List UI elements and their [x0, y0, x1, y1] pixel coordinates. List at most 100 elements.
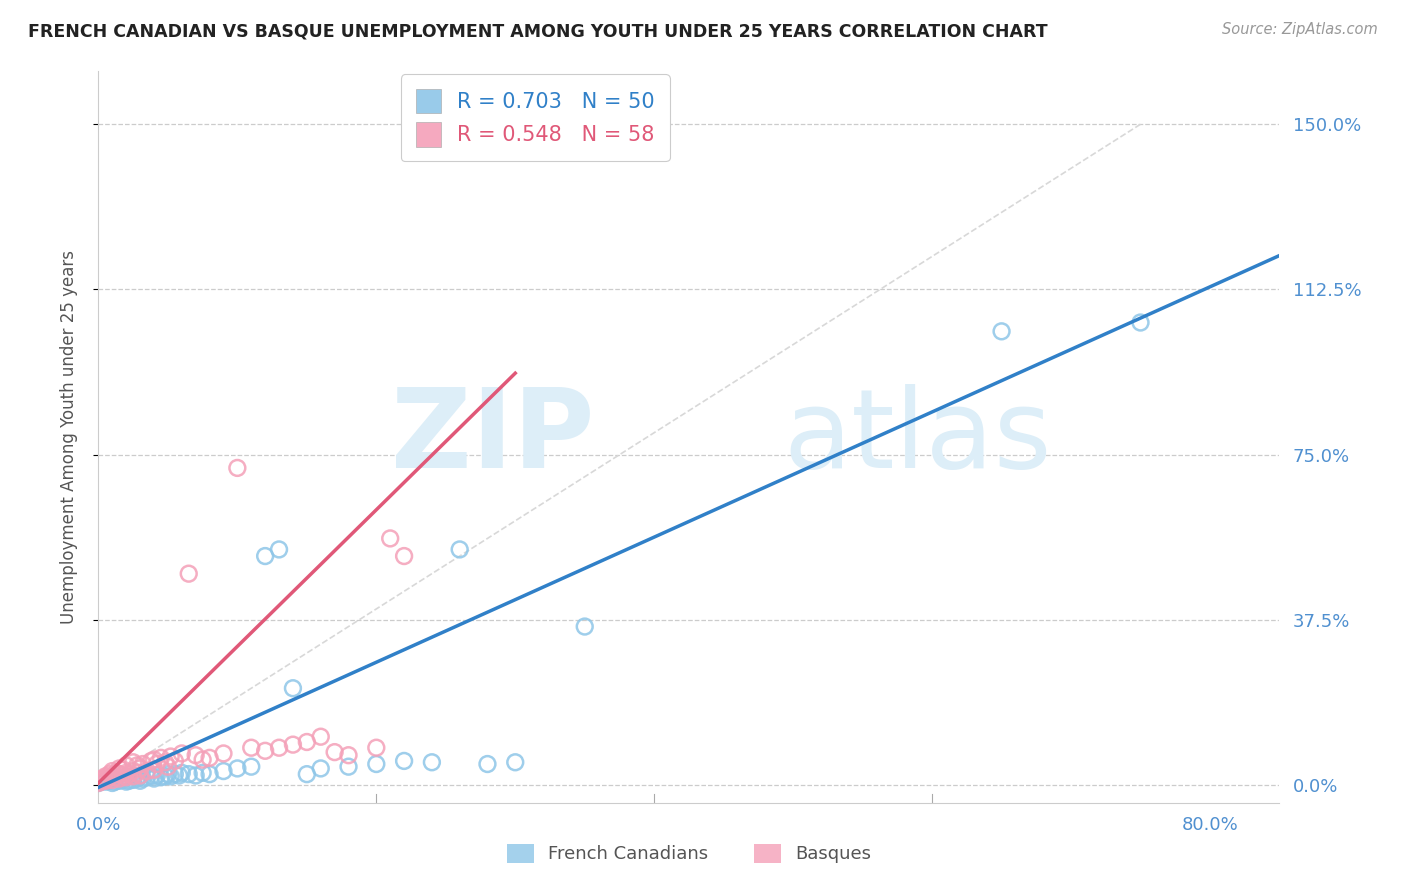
- Point: [254, 549, 277, 563]
- Point: [281, 681, 304, 696]
- Text: ZIP: ZIP: [391, 384, 595, 491]
- Point: [122, 772, 145, 787]
- Point: [122, 769, 145, 783]
- Point: [309, 761, 332, 775]
- Point: [159, 769, 181, 783]
- Text: FRENCH CANADIAN VS BASQUE UNEMPLOYMENT AMONG YOUTH UNDER 25 YEARS CORRELATION CH: FRENCH CANADIAN VS BASQUE UNEMPLOYMENT A…: [28, 22, 1047, 40]
- Point: [153, 756, 176, 770]
- Point: [226, 461, 249, 475]
- Point: [115, 774, 138, 789]
- Point: [118, 773, 141, 788]
- Point: [132, 757, 155, 772]
- Point: [136, 764, 159, 778]
- Point: [101, 772, 124, 786]
- Point: [156, 759, 179, 773]
- Point: [94, 773, 117, 788]
- Point: [990, 324, 1012, 338]
- Point: [177, 566, 200, 581]
- Point: [149, 770, 172, 784]
- Point: [104, 770, 127, 784]
- Point: [392, 549, 415, 563]
- Point: [167, 768, 190, 782]
- Point: [108, 773, 131, 788]
- Point: [94, 769, 117, 783]
- Point: [366, 740, 388, 755]
- Point: [281, 738, 304, 752]
- Point: [129, 761, 152, 775]
- Point: [191, 765, 214, 780]
- Point: [198, 751, 221, 765]
- Point: [149, 751, 172, 765]
- Point: [129, 768, 152, 782]
- Point: [146, 768, 169, 782]
- Point: [127, 758, 149, 772]
- Y-axis label: Unemployment Among Youth under 25 years: Unemployment Among Youth under 25 years: [59, 250, 77, 624]
- Point: [323, 745, 346, 759]
- Point: [115, 758, 138, 772]
- Point: [159, 749, 181, 764]
- Point: [1129, 316, 1152, 330]
- Point: [153, 769, 176, 783]
- Point: [240, 740, 263, 755]
- Point: [101, 764, 124, 778]
- Point: [449, 542, 471, 557]
- Text: Source: ZipAtlas.com: Source: ZipAtlas.com: [1222, 22, 1378, 37]
- Point: [87, 772, 110, 787]
- Point: [132, 772, 155, 786]
- Point: [170, 747, 193, 761]
- Point: [392, 754, 415, 768]
- Point: [295, 767, 318, 781]
- Point: [141, 769, 163, 783]
- Point: [574, 619, 596, 633]
- Point: [122, 769, 145, 783]
- Point: [240, 759, 263, 773]
- Point: [136, 770, 159, 784]
- Point: [115, 765, 138, 780]
- Point: [101, 768, 124, 782]
- Point: [108, 772, 131, 786]
- Point: [122, 756, 145, 770]
- Point: [380, 532, 402, 546]
- Point: [143, 753, 166, 767]
- Point: [127, 765, 149, 780]
- Point: [87, 776, 110, 790]
- Point: [191, 753, 214, 767]
- Point: [129, 768, 152, 782]
- Point: [226, 761, 249, 775]
- Point: [112, 768, 135, 782]
- Point: [97, 772, 120, 786]
- Point: [112, 772, 135, 787]
- Point: [184, 768, 207, 782]
- Point: [108, 767, 131, 781]
- Point: [420, 756, 443, 770]
- Point: [90, 774, 112, 789]
- Point: [104, 774, 127, 789]
- Point: [112, 763, 135, 777]
- Point: [94, 774, 117, 789]
- Point: [163, 754, 186, 768]
- Point: [108, 761, 131, 775]
- Point: [477, 757, 499, 772]
- Point: [254, 744, 277, 758]
- Point: [337, 748, 360, 763]
- Point: [295, 735, 318, 749]
- Point: [143, 772, 166, 786]
- Point: [156, 767, 179, 781]
- Point: [105, 765, 128, 780]
- Point: [309, 730, 332, 744]
- Point: [143, 763, 166, 777]
- Point: [98, 767, 121, 781]
- Point: [337, 759, 360, 773]
- Point: [115, 770, 138, 784]
- Point: [366, 757, 388, 772]
- Point: [101, 772, 124, 787]
- Point: [177, 767, 200, 781]
- Point: [503, 756, 526, 770]
- Point: [212, 764, 235, 778]
- Point: [184, 748, 207, 763]
- Legend: French Canadians, Basques: French Canadians, Basques: [499, 837, 879, 871]
- Point: [91, 772, 114, 786]
- Point: [163, 767, 186, 781]
- Point: [141, 754, 163, 768]
- Point: [98, 773, 121, 788]
